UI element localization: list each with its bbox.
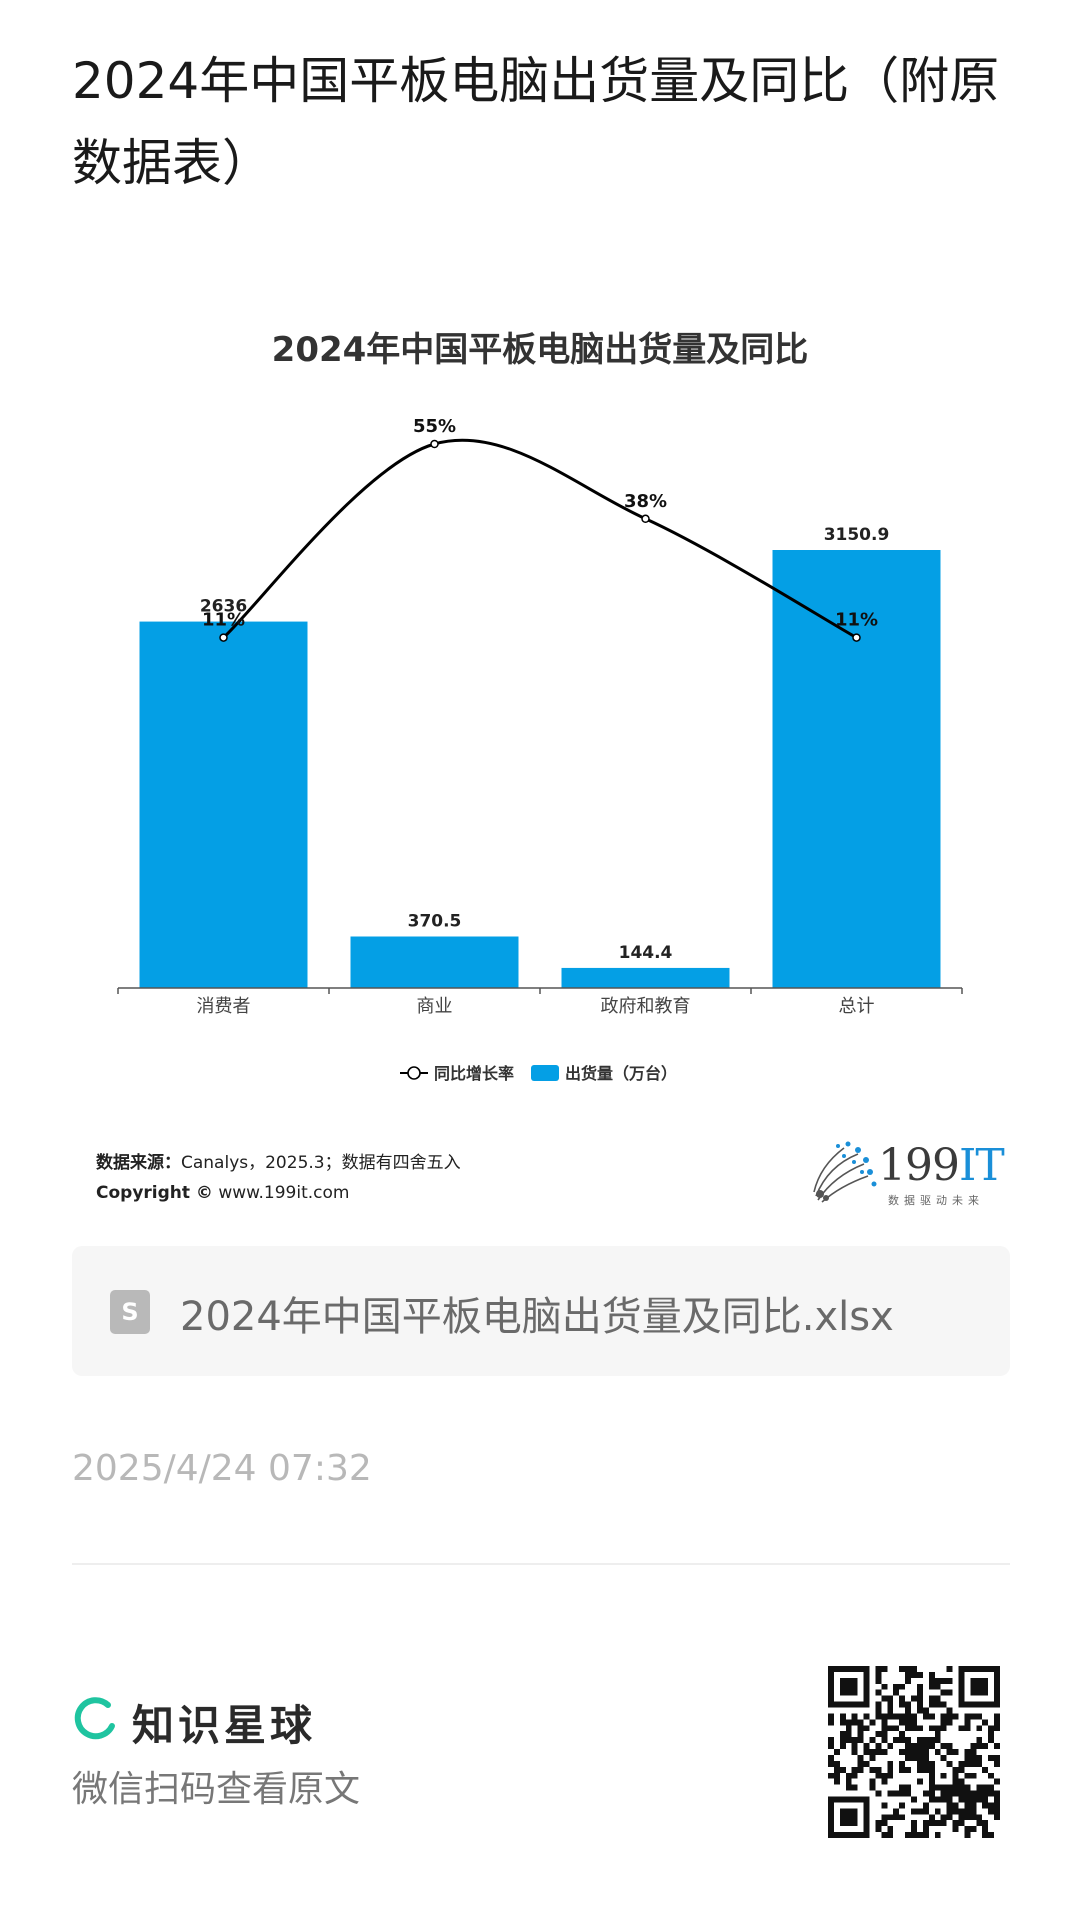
source-block: 数据来源：Canalys，2025.3；数据有四舍五入 Copyright © … [96, 1148, 461, 1208]
yoy-point [219, 633, 228, 642]
yoy-value-label: 11% [202, 610, 245, 631]
file-name: 2024年中国平板电脑出货量及同比.xlsx [180, 1294, 894, 1340]
timestamp: 2025/4/24 07:32 [72, 1448, 372, 1489]
brand-tagline: 数据驱动未来 [888, 1194, 984, 1207]
yoy-point [430, 439, 439, 449]
legend-label: 同比增长率 [434, 1064, 514, 1083]
source-label: 数据来源： [96, 1153, 181, 1173]
spreadsheet-icon [110, 1290, 150, 1334]
x-tick-label: 政府和教育 [601, 996, 691, 1017]
bar [139, 621, 308, 988]
qr-code[interactable] [828, 1666, 1000, 1838]
legend-bar-swatch [531, 1065, 559, 1081]
bar-value-label: 370.5 [408, 911, 462, 931]
bar [350, 936, 519, 988]
x-tick-label: 总计 [839, 996, 875, 1017]
yoy-growth-line [222, 438, 858, 639]
source-text: Canalys，2025.3；数据有四舍五入 [181, 1153, 461, 1173]
bar-value-label: 3150.9 [824, 525, 890, 545]
divider [72, 1563, 1010, 1565]
x-tick-label: 消费者 [197, 996, 251, 1017]
copyright-label: Copyright © [96, 1183, 213, 1203]
page-title: 2024年中国平板电脑出货量及同比（附原数据表） [72, 52, 1000, 192]
bar-value-label: 144.4 [619, 943, 673, 963]
chart-title: 2024年中国平板电脑出货量及同比 [271, 330, 809, 370]
scan-hint: 微信扫码查看原文 [72, 1769, 361, 1810]
yoy-value-label: 38% [624, 491, 667, 512]
yoy-point [641, 514, 650, 524]
yoy-value-label: 55% [413, 416, 456, 437]
brand-logo: 199IT 数据驱动未来 [808, 1136, 1005, 1212]
legend-label: 出货量（万台） [565, 1064, 677, 1083]
yoy-point [852, 633, 861, 642]
bar-value-label: 2636 [200, 597, 247, 617]
copyright-url: www.199it.com [218, 1183, 350, 1203]
brand-dots-icon [813, 1141, 877, 1203]
legend-line-marker [407, 1066, 421, 1080]
planet-logo-icon [74, 1697, 115, 1740]
chart: 2636 370.5 144.4 3150.9 消费者 商业 政府和教育 总计 11% 55%… [117, 416, 963, 1083]
bar [561, 967, 730, 988]
bar [772, 550, 941, 988]
file-attachment[interactable]: 2024年中国平板电脑出货量及同比.xlsx [72, 1246, 1010, 1376]
brand-name: 199IT [878, 1140, 1005, 1191]
x-tick-label: 商业 [417, 996, 453, 1017]
platform-name: 知识星球 [132, 1701, 317, 1750]
yoy-value-label: 11% [835, 610, 878, 631]
